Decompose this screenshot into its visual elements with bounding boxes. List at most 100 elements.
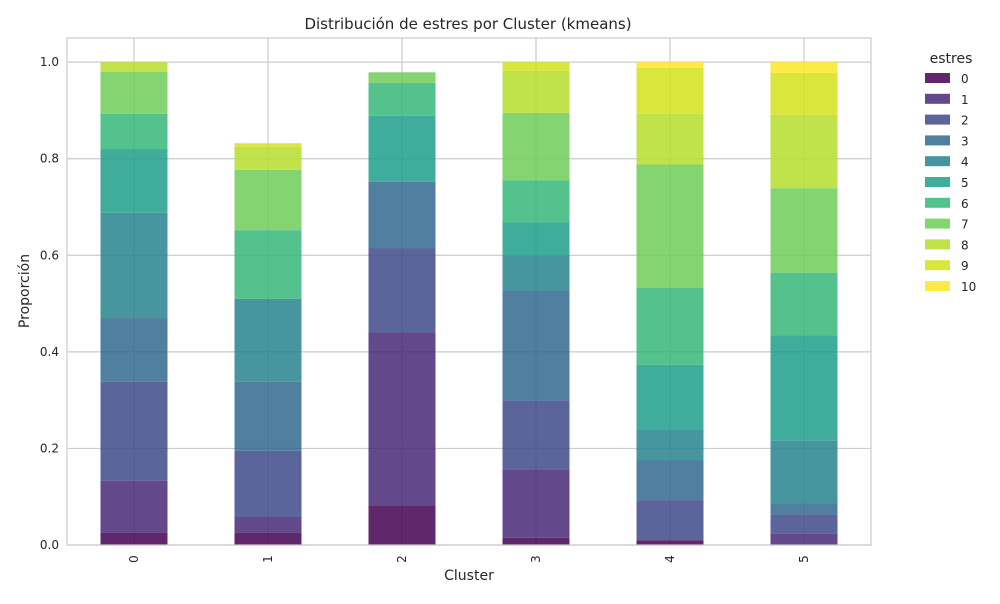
legend-swatch-7	[925, 218, 950, 229]
x-tick-label: 1	[261, 555, 275, 563]
x-axis-label: Cluster	[444, 568, 494, 584]
x-tick-label: 0	[127, 555, 141, 563]
y-tick-label: 0.8	[40, 152, 59, 166]
bar-segment-cluster-4-estres-9	[636, 67, 704, 114]
x-tick-label: 5	[797, 555, 811, 563]
bar-segment-cluster-0-estres-4	[100, 212, 168, 319]
legend-swatch-6	[925, 197, 950, 208]
bar-segment-cluster-3-estres-4	[502, 255, 570, 291]
bar-segment-cluster-3-estres-7	[502, 112, 570, 181]
bar-segment-cluster-5-estres-10	[770, 62, 838, 73]
legend-swatch-1	[925, 93, 950, 104]
bar-segment-cluster-5-estres-2	[770, 514, 838, 534]
bar-segment-cluster-0-estres-0	[100, 532, 168, 545]
bar-segment-cluster-5-estres-5	[770, 335, 838, 441]
legend-label-0: 0	[961, 72, 969, 86]
bar-segment-cluster-1-estres-9	[234, 143, 302, 147]
grid-layer	[67, 38, 871, 546]
bar-segment-cluster-2-estres-1	[368, 332, 436, 506]
bar-segment-cluster-2-estres-7	[368, 72, 436, 83]
y-tick-label: 0.2	[40, 441, 59, 455]
bar-segment-cluster-2-estres-6	[368, 82, 436, 116]
legend-label-1: 1	[961, 93, 969, 107]
legend-swatch-9	[925, 260, 950, 271]
legend-swatch-10	[925, 281, 950, 291]
y-tick-label: 0.4	[40, 345, 59, 359]
bar-segment-cluster-5-estres-7	[770, 188, 838, 273]
bar-segment-cluster-0-estres-7	[100, 71, 168, 114]
bar-segment-cluster-4-estres-10	[636, 62, 704, 68]
bar-segment-cluster-5-estres-4	[770, 440, 838, 504]
bar-segment-cluster-0-estres-5	[100, 149, 168, 213]
bar-segment-cluster-1-estres-8	[234, 146, 302, 170]
bar-segment-cluster-1-estres-6	[234, 230, 302, 299]
bar-segment-cluster-3-estres-2	[502, 400, 570, 470]
legend-label-7: 7	[961, 218, 969, 232]
bar-segment-cluster-0-estres-8	[100, 62, 168, 72]
bar-segment-cluster-4-estres-6	[636, 287, 704, 365]
legend-label-4: 4	[961, 155, 969, 169]
y-tick-label: 1.0	[40, 55, 59, 69]
bar-segment-cluster-0-estres-3	[100, 318, 168, 382]
bar-segment-cluster-1-estres-4	[234, 298, 302, 382]
legend-label-5: 5	[961, 176, 969, 190]
bar-segment-cluster-3-estres-0	[502, 537, 570, 545]
bar-segment-cluster-4-estres-4	[636, 429, 704, 461]
y-tick-label: 0.0	[40, 538, 59, 552]
bar-segment-cluster-2-estres-2	[368, 248, 436, 333]
legend-swatch-4	[925, 156, 950, 167]
x-tick-label: 4	[663, 555, 677, 563]
bar-segment-cluster-4-estres-3	[636, 460, 704, 501]
y-tick-label: 0.6	[40, 248, 59, 262]
legend-swatch-0	[925, 73, 950, 83]
bar-segment-cluster-0-estres-2	[100, 381, 168, 481]
bar-segment-cluster-1-estres-1	[234, 516, 302, 533]
bar-segment-cluster-1-estres-2	[234, 450, 302, 517]
bar-segment-cluster-3-estres-1	[502, 469, 570, 538]
bar-segment-cluster-3-estres-8	[502, 70, 570, 113]
bar-segment-cluster-3-estres-9	[502, 62, 570, 71]
legend-swatch-3	[925, 135, 950, 146]
legend-label-3: 3	[961, 134, 969, 148]
bar-segment-cluster-4-estres-2	[636, 500, 704, 541]
bar-segment-cluster-2-estres-3	[368, 181, 436, 249]
y-axis-label: Proporción	[17, 254, 33, 328]
legend-swatch-2	[925, 114, 950, 125]
legend-swatch-8	[925, 239, 950, 250]
legend: estres 0 1 2 3 4 5 6 7 8 9 10	[925, 51, 976, 294]
bar-segment-cluster-4-estres-7	[636, 164, 704, 288]
bar-segment-cluster-4-estres-8	[636, 113, 704, 165]
bar-segment-cluster-0-estres-6	[100, 113, 168, 150]
ticks-layer: 0.0 0.2 0.4 0.6 0.8 1.0 0 1 2 3 4 5	[40, 55, 811, 563]
bar-segment-cluster-1-estres-7	[234, 169, 302, 231]
bar-segment-cluster-1-estres-3	[234, 381, 302, 451]
bar-segment-cluster-5-estres-3	[770, 503, 838, 515]
bar-segment-cluster-2-estres-5	[368, 115, 436, 182]
bar-segment-cluster-1-estres-0	[234, 532, 302, 545]
bar-segment-cluster-5-estres-9	[770, 72, 838, 115]
bar-segment-cluster-4-estres-5	[636, 364, 704, 430]
legend-label-2: 2	[961, 114, 969, 128]
legend-title: estres	[930, 51, 973, 67]
legend-label-9: 9	[961, 259, 969, 273]
bar-segment-cluster-5-estres-1	[770, 533, 838, 545]
bar-segment-cluster-0-estres-1	[100, 480, 168, 533]
bar-segment-cluster-5-estres-8	[770, 114, 838, 189]
legend-label-10: 10	[961, 280, 976, 294]
legend-label-6: 6	[961, 197, 969, 211]
bar-segment-cluster-3-estres-5	[502, 222, 570, 256]
plot-frame	[66, 37, 872, 546]
bar-segment-cluster-3-estres-6	[502, 180, 570, 223]
bar-segment-cluster-4-estres-0	[636, 540, 704, 545]
x-tick-label: 2	[395, 555, 409, 563]
legend-swatch-5	[925, 177, 950, 187]
legend-label-8: 8	[961, 238, 969, 252]
bar-segment-cluster-3-estres-3	[502, 290, 570, 401]
bar-segment-cluster-2-estres-0	[368, 505, 436, 545]
bars-layer	[100, 62, 838, 545]
x-tick-label: 3	[529, 555, 543, 563]
bar-segment-cluster-5-estres-6	[770, 272, 838, 336]
chart-title: Distribución de estres por Cluster (kmea…	[304, 15, 631, 33]
